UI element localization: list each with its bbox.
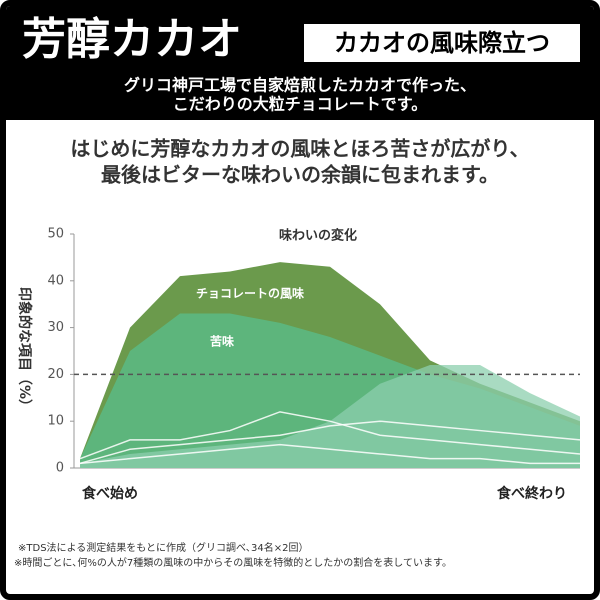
- footnote: ※TDS法による測定結果をもとに作成（グリコ調べ､34名×2回）: [18, 541, 309, 554]
- description: 最後はビターな味わいの余韻に包まれます。: [101, 163, 499, 187]
- badge: カカオの風味際立つ: [334, 29, 550, 57]
- series-label: 苦味: [210, 334, 234, 349]
- y-tick-label: 30: [47, 320, 64, 335]
- footnote: ※時間ごとに､何%の人が7種類の風味の中からその風味を特徴的としたかの割合を表し…: [14, 556, 452, 569]
- chart-title: 味わいの変化: [279, 228, 357, 244]
- flavor-line: [79, 420, 581, 465]
- flavor-line: [79, 443, 580, 465]
- chart: 芳醇カカオ カカオの風味際立つ グリコ神戸工場で自家焙煎したカカオで作った、 こ…: [6, 6, 594, 569]
- x-tick-label: 食べ始め: [82, 485, 138, 502]
- header-line: こだわりの大粒チョコレートです。: [173, 95, 427, 114]
- y-tick-label: 20: [47, 367, 64, 382]
- badge-bg: [304, 24, 580, 62]
- y-tick-label: 50: [47, 227, 64, 242]
- title: 芳醇カカオ: [22, 14, 242, 65]
- header-line: グリコ神戸工場で自家焙煎したカカオで作った、: [124, 76, 476, 95]
- y-tick-label: 10: [47, 414, 64, 429]
- description: はじめに芳醇なカカオの風味とほろ苦さが広がり、: [70, 137, 529, 161]
- flavor-line: [79, 411, 581, 460]
- y-tick-label: 40: [47, 273, 64, 288]
- y-tick-label: 0: [56, 461, 64, 476]
- x-tick-label: 食べ終わり: [497, 485, 567, 502]
- series-label: チョコレートの風味: [196, 286, 304, 301]
- y-axis-label: 印象的な項目（%）: [16, 287, 33, 413]
